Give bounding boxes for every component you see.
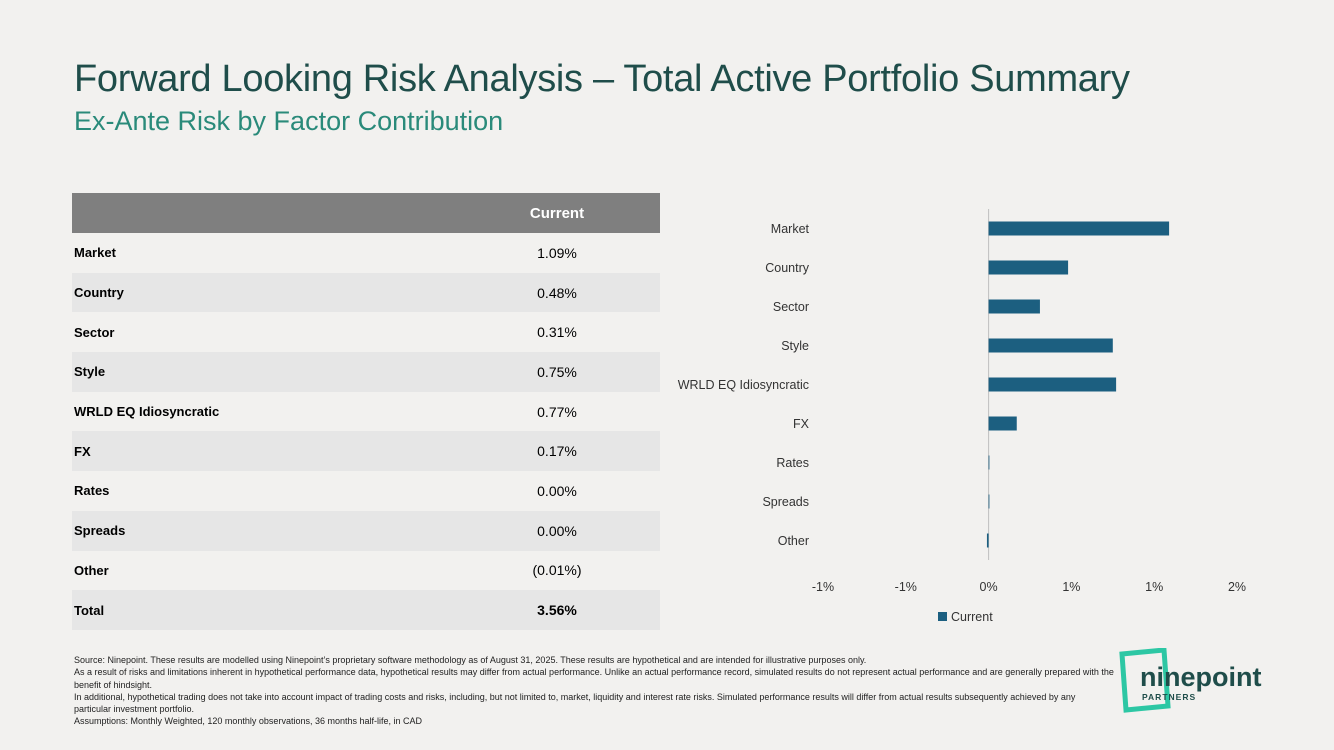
bar-fx (988, 416, 1017, 431)
page-title: Forward Looking Risk Analysis – Total Ac… (74, 58, 1130, 100)
bar-other (986, 533, 989, 548)
legend-swatch (938, 612, 947, 621)
table-header-row: Current (72, 193, 660, 233)
table-row: Market 1.09% (72, 233, 660, 273)
category-label: Market (771, 222, 810, 236)
x-tick-label: -1% (812, 580, 834, 594)
row-label: Rates (74, 483, 110, 499)
x-tick-label: 0% (980, 580, 998, 594)
ninepoint-logo: ninepoint PARTNERS (1119, 648, 1261, 713)
footnote-source: Source: Ninepoint. These results are mod… (74, 655, 867, 665)
table-row: Spreads 0.00% (72, 510, 660, 551)
row-value: 0.48% (334, 272, 660, 313)
bar-country (988, 260, 1069, 275)
row-value: 3.56% (334, 590, 660, 630)
row-label: FX (72, 431, 334, 472)
bar-market (988, 221, 1170, 236)
x-tick-label: -1% (895, 580, 917, 594)
row-value: 0.75% (334, 352, 660, 392)
row-value: (0.01%) (532, 562, 582, 579)
row-value: 0.31% (537, 324, 577, 341)
table-header-current: Current (334, 193, 660, 233)
row-label: Sector (74, 324, 115, 340)
category-label: Spreads (762, 495, 809, 509)
factor-table: Current Market 1.09% Country 0.48% Secto… (72, 193, 660, 630)
page-subtitle: Ex-Ante Risk by Factor Contribution (74, 106, 504, 136)
table-row: Country 0.48% (72, 272, 660, 313)
table-row: WRLD EQ Idiosyncratic 0.77% (72, 392, 660, 432)
row-label: WRLD EQ Idiosyncratic (74, 404, 220, 420)
bar-rates (988, 455, 990, 470)
table-header-blank (72, 193, 334, 233)
table-row: Style 0.75% (72, 352, 660, 392)
category-label: Country (765, 261, 810, 275)
table-row: Other (0.01%) (72, 551, 660, 591)
category-label: Rates (776, 456, 809, 470)
footnote-trading: In additional, hypothetical trading does… (74, 691, 1076, 715)
footnote-limitations: As a result of risks and limitations inh… (74, 667, 1114, 690)
x-tick-label: 1% (1145, 580, 1163, 594)
row-value: 1.09% (537, 244, 577, 261)
x-tick-label: 2% (1228, 580, 1246, 594)
category-label: Other (778, 534, 809, 548)
table-row: Sector 0.31% (72, 312, 660, 352)
row-value: 0.17% (334, 431, 660, 472)
category-label: FX (793, 417, 810, 431)
row-value: 0.77% (537, 403, 577, 420)
table-row-total: Total 3.56% (72, 590, 660, 630)
category-label: WRLD EQ Idiosyncratic (678, 378, 809, 392)
bar-spreads (988, 494, 990, 509)
row-label: Other (74, 562, 109, 578)
x-tick-label: 1% (1062, 580, 1080, 594)
logo-wordmark: ninepoint (1140, 662, 1261, 692)
bar-sector (988, 299, 1040, 314)
table-row: FX 0.17% (72, 431, 660, 472)
category-label: Sector (773, 300, 809, 314)
logo-frame (1119, 648, 1171, 713)
logo-partners: PARTNERS (1142, 692, 1196, 702)
bar-wrld-eq-idiosyncratic (988, 377, 1117, 392)
row-label: Country (72, 272, 334, 313)
row-label: Style (72, 352, 334, 392)
row-label: Spreads (72, 510, 334, 551)
bar-style (988, 338, 1113, 353)
factor-bar-chart: Market Country Sector Style WRLD EQ Idiosync… (678, 209, 1246, 624)
footnote-assumptions: Assumptions: Monthly Weighted, 120 month… (74, 716, 423, 727)
row-value: 0.00% (334, 510, 660, 551)
row-label: Total (72, 590, 334, 630)
row-label: Market (74, 245, 116, 261)
table-row: Rates 0.00% (72, 471, 660, 511)
legend-label: Current (951, 610, 993, 624)
category-label: Style (781, 339, 809, 353)
row-value: 0.00% (537, 482, 577, 499)
footnotes: Source: Ninepoint. These results are mod… (74, 654, 1114, 728)
